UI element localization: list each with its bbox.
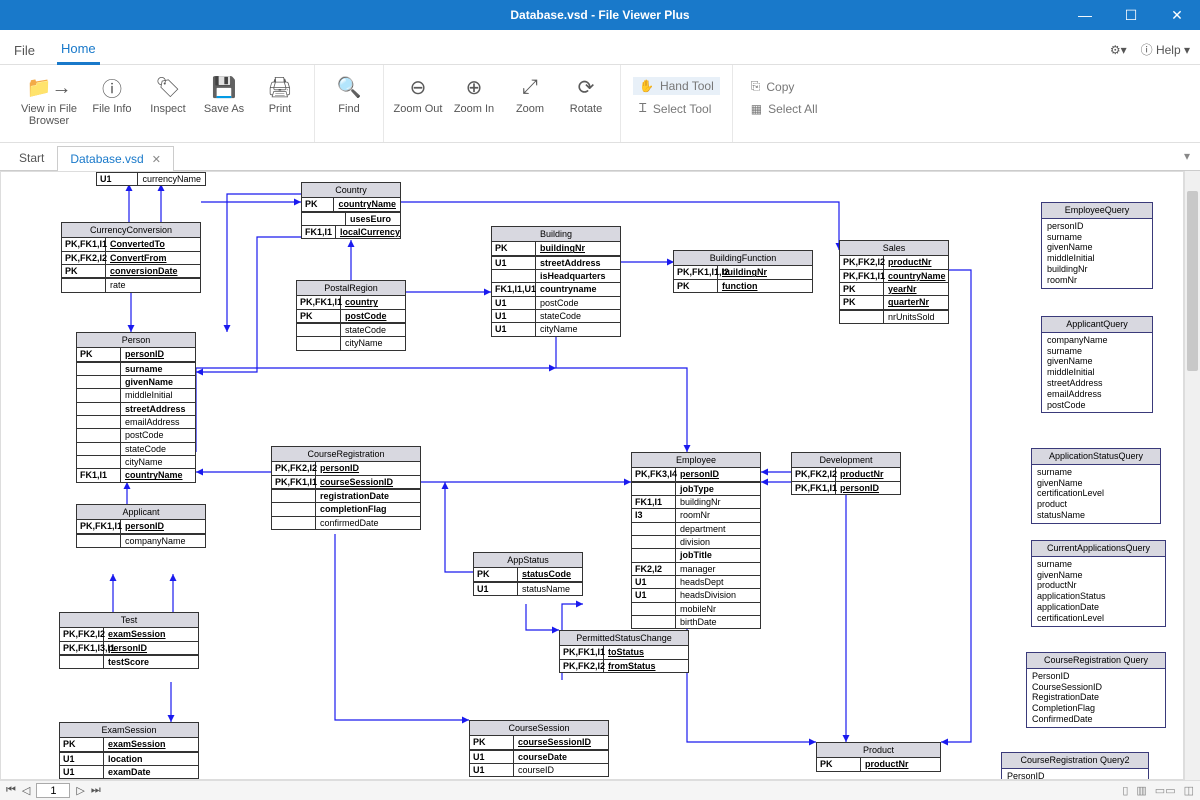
titlebar: Database.vsd - File Viewer Plus — ☐ ✕ xyxy=(0,0,1200,30)
file-info-button[interactable]: ⓘFile Info xyxy=(84,73,140,115)
last-page-icon[interactable]: ⏭ xyxy=(91,784,101,797)
print-button[interactable]: 🖨Print xyxy=(252,73,308,115)
select-tool-button[interactable]: Ꮖ Select Tool xyxy=(633,99,720,118)
menubar: File Home ⚙▾ ⓘ Help ▾ xyxy=(0,30,1200,65)
query-box[interactable]: CourseRegistration Query2PersonIDCourseS… xyxy=(1001,752,1149,780)
tab-database[interactable]: Database.vsd✕ xyxy=(57,146,174,171)
entity-table[interactable]: CourseRegistrationPK,FK2,I2personIDPK,FK… xyxy=(271,446,421,530)
find-button[interactable]: 🔍Find xyxy=(321,73,377,115)
entity-table[interactable]: ExamSessionPKexamSessionU1locationU1exam… xyxy=(59,722,199,780)
menu-file[interactable]: File xyxy=(10,37,39,64)
vertical-scrollbar[interactable] xyxy=(1184,171,1200,780)
zoom-in-button[interactable]: ⊕Zoom In xyxy=(446,73,502,115)
save-as-button[interactable]: 💾Save As xyxy=(196,73,252,115)
query-box[interactable]: EmployeeQuerypersonIDsurnamegivenNamemid… xyxy=(1041,202,1153,289)
query-box[interactable]: CourseRegistration QueryPersonIDCourseSe… xyxy=(1026,652,1166,728)
entity-table[interactable]: AppStatusPKstatusCodeU1statusName xyxy=(473,552,583,596)
tab-start[interactable]: Start xyxy=(6,145,57,170)
help-button[interactable]: ⓘ Help ▾ xyxy=(1141,41,1190,58)
close-button[interactable]: ✕ xyxy=(1154,0,1200,30)
entity-table[interactable]: TestPK,FK2,I2examSessionPK,FK1,I3,I1pers… xyxy=(59,612,199,669)
entity-table[interactable]: ProductPKproductNr xyxy=(816,742,941,772)
ribbon: 📁→View in File Browser ⓘFile Info 🏷Inspe… xyxy=(0,65,1200,143)
entity-table[interactable]: CurrencyConversionPK,FK1,I1ConvertedToPK… xyxy=(61,222,201,293)
statusbar: ⏮ ◁ ▷ ⏭ ▯ ▥ ▭▭ ◫ xyxy=(0,780,1200,800)
page-input[interactable] xyxy=(36,783,70,798)
window-controls: — ☐ ✕ xyxy=(1062,0,1200,30)
view-single-icon[interactable]: ▯ xyxy=(1122,784,1128,797)
entity-table[interactable]: BuildingPKbuildingNrU1streetAddressisHea… xyxy=(491,226,621,337)
tab-dropdown-icon[interactable]: ▾ xyxy=(1184,149,1190,163)
entity-table[interactable]: PersonPKpersonIDsurnamegivenNamemiddleIn… xyxy=(76,332,196,483)
first-page-icon[interactable]: ⏮ xyxy=(6,784,16,797)
entity-table[interactable]: PostalRegionPK,FK1,I1countryPKpostCodest… xyxy=(296,280,406,351)
window-title: Database.vsd - File Viewer Plus xyxy=(510,8,689,22)
inspect-button[interactable]: 🏷Inspect xyxy=(140,73,196,115)
close-tab-icon[interactable]: ✕ xyxy=(152,153,161,166)
entity-table[interactable]: ApplicantPK,FK1,I1personIDcompanyName xyxy=(76,504,206,548)
entity-table[interactable]: BuildingFunctionPK,FK1,I1,I2buildingNrPK… xyxy=(673,250,813,293)
entity-table[interactable]: DevelopmentPK,FK2,I2productNrPK,FK1,I1pe… xyxy=(791,452,901,495)
query-box[interactable]: CurrentApplicationsQuerysurnamegivenName… xyxy=(1031,540,1166,627)
entity-table[interactable]: CourseSessionPKcourseSessionIDU1courseDa… xyxy=(469,720,609,777)
view-in-browser-button[interactable]: 📁→View in File Browser xyxy=(14,73,84,127)
entity-table[interactable]: U1currencyName xyxy=(96,172,206,186)
next-page-icon[interactable]: ▷ xyxy=(76,784,84,797)
menu-home[interactable]: Home xyxy=(57,35,100,65)
entity-table[interactable]: EmployeePK,FK3,I4personIDjobTypeFK1,I1bu… xyxy=(631,452,761,629)
maximize-button[interactable]: ☐ xyxy=(1108,0,1154,30)
canvas-area: U1currencyName CurrencyConversionPK,FK1,I… xyxy=(0,171,1200,780)
query-box[interactable]: ApplicationStatusQuerysurnamegivenNamece… xyxy=(1031,448,1161,524)
entity-table[interactable]: PermittedStatusChangePK,FK1,I1toStatusPK… xyxy=(559,630,689,673)
zoom-out-button[interactable]: ⊖Zoom Out xyxy=(390,73,446,115)
view-facing-icon[interactable]: ▭▭ xyxy=(1155,784,1176,797)
prev-page-icon[interactable]: ◁ xyxy=(22,784,30,797)
view-continuous-icon[interactable]: ▥ xyxy=(1136,784,1146,797)
hand-tool-button[interactable]: ✋ Hand Tool xyxy=(633,77,720,95)
minimize-button[interactable]: — xyxy=(1062,0,1108,30)
view-book-icon[interactable]: ◫ xyxy=(1184,784,1194,797)
copy-button[interactable]: ⎘ Copy xyxy=(745,77,824,96)
settings-icon[interactable]: ⚙▾ xyxy=(1110,43,1127,57)
zoom-button[interactable]: ⤢Zoom xyxy=(502,73,558,115)
view-mode-buttons: ▯ ▥ ▭▭ ◫ xyxy=(1122,784,1194,797)
entity-table[interactable]: CountryPKcountryNameusesEuroFK1,I1localC… xyxy=(301,182,401,239)
entity-table[interactable]: SalesPK,FK2,I2productNrPK,FK1,I1countryN… xyxy=(839,240,949,324)
tabbar: Start Database.vsd✕ ▾ xyxy=(0,143,1200,171)
query-box[interactable]: ApplicantQuerycompanyNamesurnamegivenNam… xyxy=(1041,316,1153,413)
diagram-canvas[interactable]: U1currencyName CurrencyConversionPK,FK1,I… xyxy=(0,171,1184,780)
rotate-button[interactable]: ⟳Rotate xyxy=(558,73,614,115)
select-all-button[interactable]: ▦ Select All xyxy=(745,100,824,118)
